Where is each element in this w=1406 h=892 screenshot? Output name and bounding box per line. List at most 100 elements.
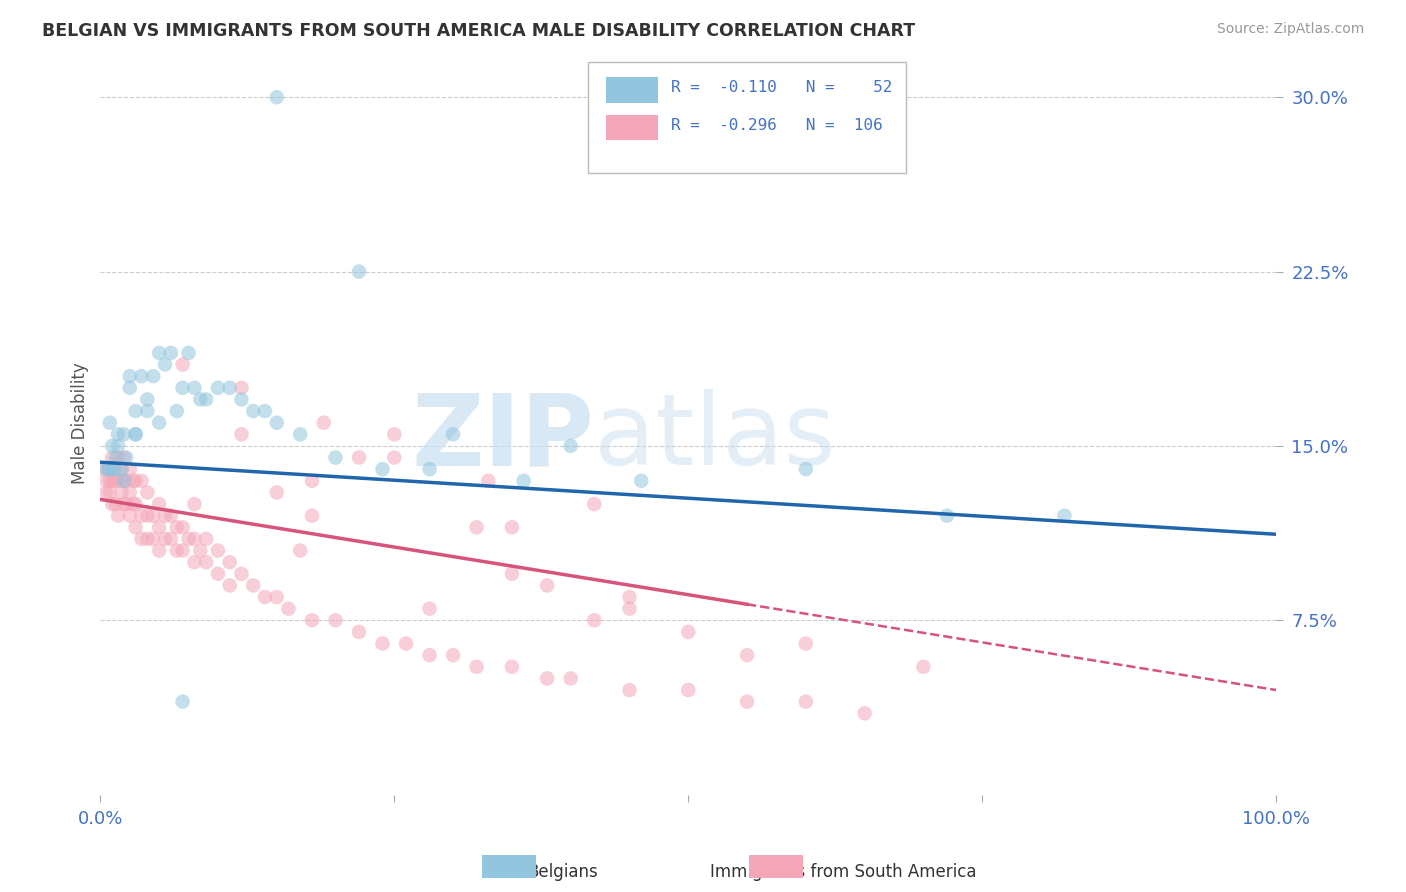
Point bbox=[371, 636, 394, 650]
Point bbox=[115, 497, 138, 511]
Point bbox=[794, 636, 817, 650]
Point bbox=[148, 543, 170, 558]
Point bbox=[142, 369, 165, 384]
Point bbox=[166, 543, 188, 558]
Point bbox=[115, 450, 138, 465]
Point bbox=[794, 695, 817, 709]
Point bbox=[619, 590, 641, 604]
FancyBboxPatch shape bbox=[588, 62, 905, 173]
Point bbox=[536, 672, 558, 686]
Point bbox=[853, 706, 876, 721]
Point bbox=[195, 532, 218, 546]
Point bbox=[218, 578, 240, 592]
Point bbox=[195, 555, 218, 569]
Point bbox=[110, 462, 132, 476]
Point bbox=[794, 462, 817, 476]
Point bbox=[371, 462, 394, 476]
Text: ZIP: ZIP bbox=[412, 389, 595, 486]
Point bbox=[325, 613, 347, 627]
Point bbox=[277, 601, 299, 615]
Point bbox=[560, 672, 582, 686]
Point bbox=[112, 497, 135, 511]
Point bbox=[301, 474, 323, 488]
Point bbox=[183, 497, 205, 511]
Point bbox=[312, 416, 335, 430]
Point bbox=[465, 520, 488, 534]
Point bbox=[124, 427, 146, 442]
Point bbox=[183, 532, 205, 546]
Point bbox=[477, 474, 499, 488]
Point bbox=[124, 474, 146, 488]
Point bbox=[166, 404, 188, 418]
Point bbox=[96, 485, 118, 500]
Point bbox=[231, 566, 253, 581]
Point bbox=[253, 590, 276, 604]
Point bbox=[107, 450, 129, 465]
Point bbox=[266, 416, 288, 430]
Point bbox=[207, 566, 229, 581]
Point bbox=[118, 462, 141, 476]
Point bbox=[218, 381, 240, 395]
Point bbox=[148, 497, 170, 511]
Point bbox=[118, 508, 141, 523]
Text: BELGIAN VS IMMIGRANTS FROM SOUTH AMERICA MALE DISABILITY CORRELATION CHART: BELGIAN VS IMMIGRANTS FROM SOUTH AMERICA… bbox=[42, 22, 915, 40]
Point bbox=[441, 648, 464, 662]
Point bbox=[172, 381, 194, 395]
Text: Source: ZipAtlas.com: Source: ZipAtlas.com bbox=[1216, 22, 1364, 37]
Point bbox=[107, 439, 129, 453]
Point bbox=[347, 264, 370, 278]
Point bbox=[1053, 508, 1076, 523]
Point bbox=[382, 427, 405, 442]
Point bbox=[101, 439, 124, 453]
Point bbox=[160, 346, 183, 360]
Point bbox=[560, 439, 582, 453]
Point bbox=[465, 660, 488, 674]
Point bbox=[266, 90, 288, 104]
Point bbox=[142, 508, 165, 523]
Point bbox=[166, 520, 188, 534]
Point bbox=[172, 543, 194, 558]
Point bbox=[290, 427, 312, 442]
Point bbox=[136, 404, 159, 418]
Point bbox=[735, 695, 758, 709]
Point bbox=[136, 508, 159, 523]
Point bbox=[253, 404, 276, 418]
Point bbox=[118, 381, 141, 395]
Point bbox=[97, 462, 120, 476]
FancyBboxPatch shape bbox=[606, 115, 658, 140]
Point bbox=[395, 636, 418, 650]
Point bbox=[501, 566, 523, 581]
Point bbox=[242, 578, 264, 592]
Point bbox=[242, 404, 264, 418]
Point bbox=[183, 555, 205, 569]
Point bbox=[148, 520, 170, 534]
Point bbox=[97, 462, 120, 476]
Point bbox=[501, 520, 523, 534]
Point bbox=[122, 474, 145, 488]
Point bbox=[419, 648, 441, 662]
Point bbox=[112, 474, 135, 488]
Point bbox=[107, 508, 129, 523]
Point bbox=[104, 450, 127, 465]
Point bbox=[912, 660, 935, 674]
Point bbox=[347, 450, 370, 465]
Point bbox=[112, 474, 135, 488]
Text: Belgians: Belgians bbox=[527, 863, 598, 881]
Point bbox=[124, 520, 146, 534]
Point bbox=[160, 532, 183, 546]
Point bbox=[136, 392, 159, 407]
Point bbox=[104, 474, 127, 488]
Point bbox=[536, 578, 558, 592]
Point bbox=[153, 508, 176, 523]
Point bbox=[512, 474, 534, 488]
Point bbox=[177, 532, 200, 546]
Point bbox=[188, 392, 211, 407]
Text: R =  -0.110   N =    52: R = -0.110 N = 52 bbox=[671, 80, 891, 95]
Point bbox=[160, 508, 183, 523]
Point bbox=[101, 462, 124, 476]
Point bbox=[101, 497, 124, 511]
Point bbox=[630, 474, 652, 488]
Point bbox=[153, 532, 176, 546]
Point bbox=[735, 648, 758, 662]
Point bbox=[107, 474, 129, 488]
